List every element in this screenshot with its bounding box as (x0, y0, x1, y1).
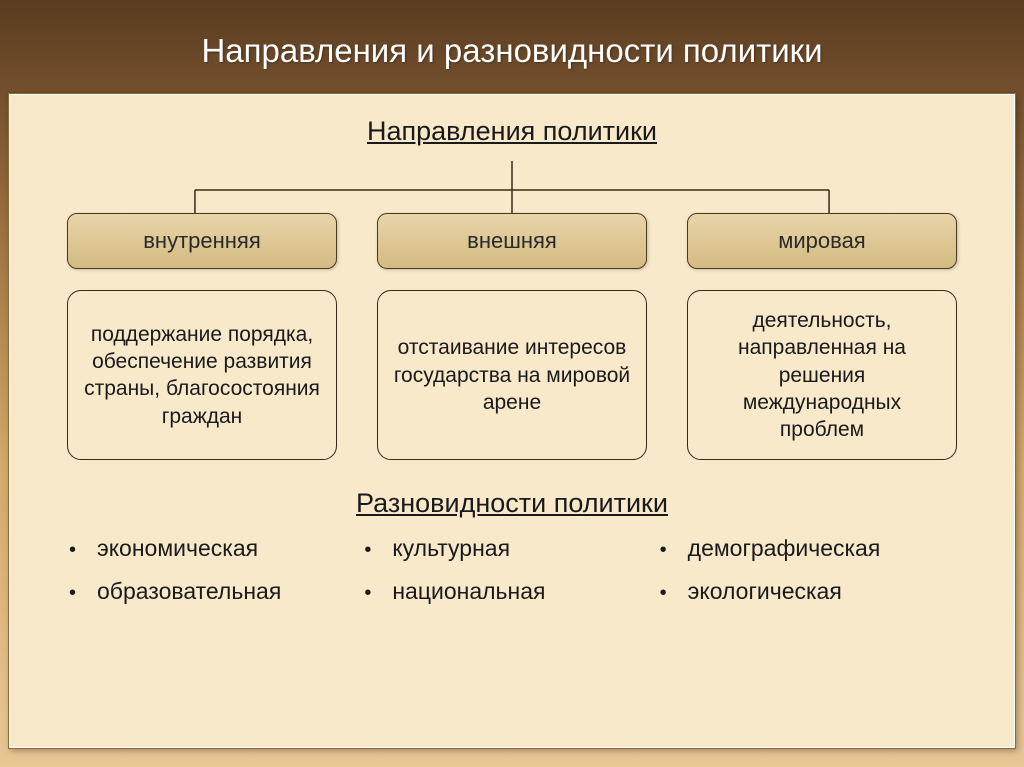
description-world: деятельность, направленная на решения ме… (687, 290, 957, 460)
slide-frame: Направления и разновидности политики Нап… (0, 0, 1024, 767)
variety-label: культурная (392, 535, 510, 562)
bullet-icon: • (364, 582, 392, 605)
variety-label: демографическая (688, 535, 881, 562)
bullet-icon: • (660, 582, 688, 605)
description-internal: поддержание порядка, обеспечение развити… (67, 290, 337, 460)
slide-title: Направления и разновидности политики (201, 32, 822, 70)
list-item: •экологическая (660, 578, 955, 605)
list-item: •образовательная (69, 578, 364, 605)
varieties-title: Разновидности политики (49, 488, 975, 519)
bullet-icon: • (69, 539, 97, 562)
header: Направления и разновидности политики (8, 8, 1016, 93)
directions-title: Направления политики (49, 116, 975, 147)
variety-label: экологическая (688, 578, 842, 605)
list-item: •культурная (364, 535, 659, 562)
bullet-icon: • (364, 539, 392, 562)
varieties-columns: •экономическая •образовательная •культур… (49, 535, 975, 621)
direction-box-internal: внутренняя (67, 213, 337, 269)
description-external: отстаивание интересов государства на мир… (377, 290, 647, 460)
tree-diagram: внутренняя внешняя мировая (49, 155, 975, 275)
direction-boxes-row: внутренняя внешняя мировая (49, 213, 975, 269)
varieties-col-1: •экономическая •образовательная (69, 535, 364, 621)
list-item: •демографическая (660, 535, 955, 562)
bullet-icon: • (660, 539, 688, 562)
direction-box-world: мировая (687, 213, 957, 269)
variety-label: национальная (392, 578, 545, 605)
variety-label: образовательная (97, 578, 281, 605)
direction-box-external: внешняя (377, 213, 647, 269)
list-item: •экономическая (69, 535, 364, 562)
varieties-col-3: •демографическая •экологическая (660, 535, 955, 621)
list-item: •национальная (364, 578, 659, 605)
content-panel: Направления политики внутренняя внешняя … (8, 93, 1016, 749)
variety-label: экономическая (97, 535, 258, 562)
varieties-col-2: •культурная •национальная (364, 535, 659, 621)
description-boxes-row: поддержание порядка, обеспечение развити… (49, 290, 975, 460)
bullet-icon: • (69, 582, 97, 605)
